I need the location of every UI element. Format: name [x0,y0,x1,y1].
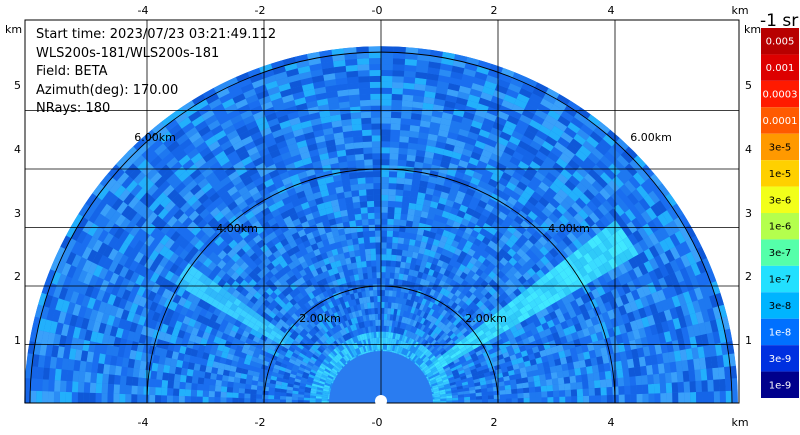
start-time-text: Start time: 2023/07/23 03:21:49.112 [36,27,277,42]
y-unit-left: km [5,23,22,36]
x-tick-top-4: 4 [608,4,615,17]
y-tick-left-3: 4 [14,143,21,156]
x-tick-top-0: -4 [138,4,149,17]
x-tick-top-3: 2 [491,4,498,17]
y-tick-right-4: 5 [745,79,752,92]
azimuth-text: Azimuth(deg): 170.00 [36,82,179,98]
y-tick-left-2: 3 [14,207,21,220]
y-tick-right-1: 2 [745,270,752,283]
range-rings [29,51,733,404]
x-tick-top-2: -0 [372,4,383,17]
y-tick-left-1: 2 [14,270,21,283]
x-tick-bottom-3: 2 [491,416,498,429]
y-tick-right-2: 3 [745,207,752,220]
range-ring-6km [29,51,733,404]
scan-info: Start time: 2023/07/23 03:21:49.112 WLS2… [36,26,276,119]
field-text: Field: BETA [36,64,108,79]
range-ring-4km [146,168,616,404]
y-tick-right-3: 4 [745,143,752,156]
ring-label-4km-left: 4.00km [216,222,258,235]
y-tick-right-0: 1 [745,334,752,347]
axis-ticks: -4 -2 -0 2 4 km -4 -2 -0 2 4 km km 1 2 3… [5,4,761,429]
x-tick-bottom-4: 4 [608,416,615,429]
x-tick-top-1: -2 [255,4,266,17]
range-ring-2km [263,285,499,404]
range-ring-labels: 2.00km 2.00km 4.00km 4.00km 6.00km 6.00k… [134,131,672,325]
x-tick-bottom-1: -2 [255,416,266,429]
y-tick-left-0: 1 [14,334,21,347]
nrays-text: NRays: 180 [36,101,111,116]
ring-label-2km-right: 2.00km [465,312,507,325]
y-unit-right: km [744,23,761,36]
x-unit-bottom: km [731,416,748,429]
x-tick-bottom-2: -0 [372,416,383,429]
ring-label-2km-left: 2.00km [299,312,341,325]
ring-label-6km-right: 6.00km [630,131,672,144]
y-tick-left-4: 5 [14,79,21,92]
radar-origin-marker [375,395,387,407]
x-unit-top: km [731,4,748,17]
device-text: WLS200s-181/WLS200s-181 [36,45,220,61]
ring-label-6km-left: 6.00km [134,131,176,144]
x-tick-bottom-0: -4 [138,416,149,429]
ring-label-4km-right: 4.00km [548,222,590,235]
